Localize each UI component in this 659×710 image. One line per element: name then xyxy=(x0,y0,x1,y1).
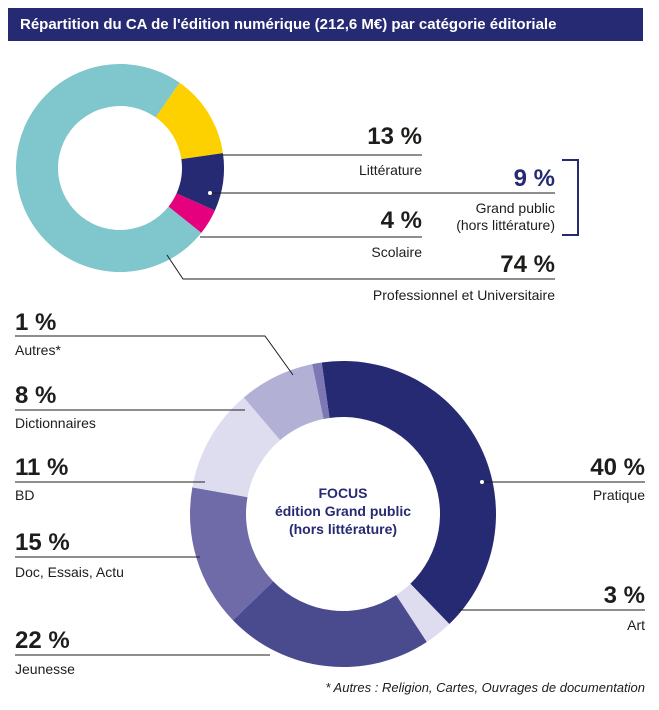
slice-pratique xyxy=(321,361,496,625)
slice-professionnel xyxy=(16,64,202,273)
slice-grand-public xyxy=(176,153,224,211)
label-pratique: Pratique xyxy=(593,487,645,503)
label-doc: Doc, Essais, Actu xyxy=(15,564,124,580)
bottom-leader-lines xyxy=(15,335,645,656)
slice-autres xyxy=(312,362,330,419)
bracket-grand-public xyxy=(562,159,579,236)
slice-litterature xyxy=(155,82,223,160)
top-leader-lines xyxy=(166,154,579,280)
slice-scolaire xyxy=(168,193,215,233)
leader-autres xyxy=(15,335,294,376)
slice-dictionnaires xyxy=(243,364,324,441)
pct-litterature: 13 % xyxy=(367,123,422,150)
focus-line-2: édition Grand public xyxy=(275,503,411,519)
pct-dictionnaires: 8 % xyxy=(15,382,56,409)
label-scolaire: Scolaire xyxy=(371,244,422,260)
label-grand-public-1: Grand public xyxy=(476,200,555,216)
pct-professionnel: 74 % xyxy=(500,251,555,278)
pct-art: 3 % xyxy=(604,582,645,609)
slice-doc xyxy=(190,487,274,621)
pct-jeunesse: 22 % xyxy=(15,627,70,654)
donut-bottom xyxy=(190,361,496,667)
label-bd: BD xyxy=(15,487,34,503)
label-grand-public-2: (hors littérature) xyxy=(456,217,555,233)
slice-jeunesse xyxy=(232,581,427,667)
focus-line-3: (hors littérature) xyxy=(289,521,397,537)
marker-grand-public xyxy=(208,191,212,195)
label-jeunesse: Jeunesse xyxy=(15,661,75,677)
label-professionnel: Professionnel et Universitaire xyxy=(373,287,555,303)
pct-scolaire: 4 % xyxy=(381,207,422,234)
pct-grand-public: 9 % xyxy=(514,165,555,192)
label-autres: Autres* xyxy=(15,342,61,358)
focus-line-1: FOCUS xyxy=(319,485,368,501)
label-art: Art xyxy=(627,617,645,633)
leader-professionnel xyxy=(166,254,555,280)
label-dictionnaires: Dictionnaires xyxy=(15,415,96,431)
donut-top xyxy=(16,64,224,273)
pct-autres: 1 % xyxy=(15,309,56,336)
pct-pratique: 40 % xyxy=(590,454,645,481)
label-litterature: Littérature xyxy=(359,162,422,178)
marker-pratique xyxy=(480,480,484,484)
slice-bd xyxy=(192,397,281,498)
pct-doc: 15 % xyxy=(15,529,70,556)
pct-bd: 11 % xyxy=(15,454,68,481)
slice-art xyxy=(396,583,450,643)
chart-title: Répartition du CA de l'édition numérique… xyxy=(8,8,643,41)
footnote: * Autres : Religion, Cartes, Ouvrages de… xyxy=(325,680,645,695)
